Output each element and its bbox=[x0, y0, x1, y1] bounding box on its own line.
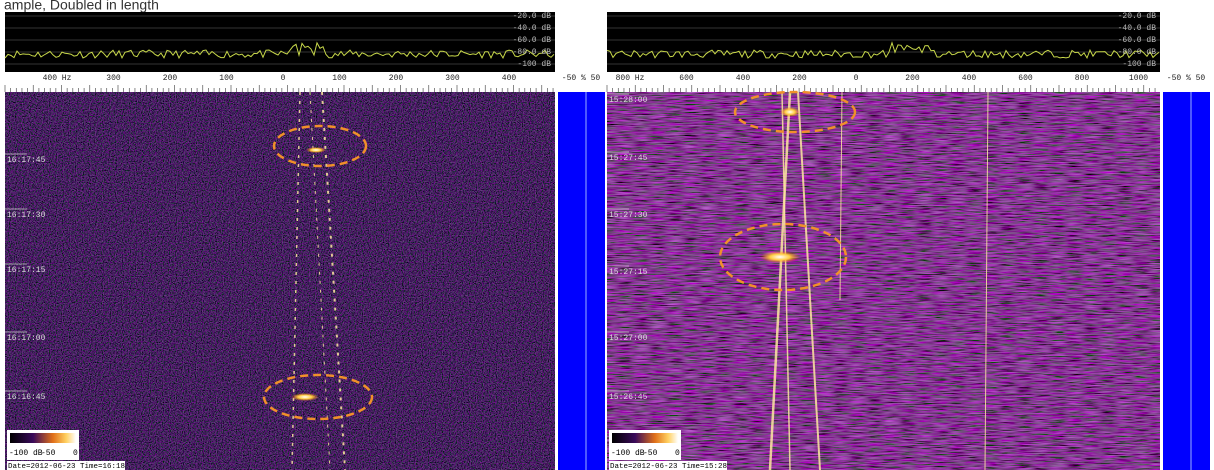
colorbar-label: -50 bbox=[41, 449, 56, 458]
db-label: -80.0 dB bbox=[513, 48, 552, 57]
signal-trace bbox=[768, 91, 792, 470]
time-label: 15:27:30 bbox=[609, 211, 648, 220]
time-label: 15:26:45 bbox=[609, 393, 648, 402]
time-label: 15:27:00 bbox=[609, 334, 648, 343]
page-title: ample, Doubled in length bbox=[4, 0, 159, 13]
time-label: 16:17:45 bbox=[7, 156, 46, 165]
time-label: 16:16:45 bbox=[7, 393, 46, 402]
colorbar-label: 0 bbox=[675, 449, 680, 458]
colorbar bbox=[10, 433, 76, 443]
signal-trace bbox=[984, 91, 989, 470]
frequency-label: 200 bbox=[792, 74, 807, 83]
bright-spot bbox=[291, 393, 319, 401]
bright-spot bbox=[780, 107, 800, 117]
frequency-label: 200 bbox=[389, 74, 404, 83]
frequency-label: 800 bbox=[1075, 74, 1090, 83]
frequency-label: 100 bbox=[332, 74, 347, 83]
frequency-label: 800 Hz bbox=[616, 74, 645, 83]
time-label: 16:17:15 bbox=[7, 266, 46, 275]
frequency-label: 200 bbox=[905, 74, 920, 83]
frequency-label: 600 bbox=[679, 74, 694, 83]
colorbar-label: -50 bbox=[643, 449, 658, 458]
footer-box bbox=[609, 461, 727, 470]
bright-spot bbox=[760, 251, 800, 263]
db-label: -20.0 dB bbox=[513, 12, 552, 21]
db-label: -40.0 dB bbox=[1118, 24, 1157, 33]
frequency-label: 400 bbox=[502, 74, 517, 83]
frequency-label: 400 bbox=[962, 74, 977, 83]
status-footer: Date=2012-06-23 Time=16:18 bbox=[8, 463, 125, 470]
signal-trace bbox=[291, 91, 301, 470]
colorbar-label: -100 dB bbox=[611, 449, 645, 458]
frequency-label: 600 bbox=[1018, 74, 1033, 83]
frequency-label: 0 bbox=[281, 74, 286, 83]
bright-spot bbox=[306, 147, 326, 153]
frequency-label: 1000 bbox=[1129, 74, 1148, 83]
highlight-ellipse bbox=[733, 90, 857, 134]
db-label: -60.0 dB bbox=[513, 36, 552, 45]
level-scale: -50 % 50 bbox=[1167, 74, 1206, 83]
frequency-label: 0 bbox=[854, 74, 859, 83]
level-strip bbox=[1163, 92, 1210, 470]
status-footer: Date=2012-06-23 Time=15:28 bbox=[610, 463, 727, 470]
time-label: 15:27:15 bbox=[609, 268, 648, 277]
level-strip-header bbox=[1163, 72, 1210, 92]
time-label: 16:17:00 bbox=[7, 334, 46, 343]
db-label: -100 dB bbox=[1122, 60, 1156, 69]
frequency-label: 400 bbox=[736, 74, 751, 83]
spectrum-background bbox=[607, 12, 1160, 72]
colorbar bbox=[612, 433, 678, 443]
signal-trace bbox=[309, 91, 331, 470]
colorbar-label: 0 bbox=[73, 449, 78, 458]
waterfall-noise bbox=[607, 92, 1160, 470]
highlight-ellipse bbox=[718, 222, 848, 292]
level-strip-header bbox=[558, 72, 605, 92]
time-label: 16:17:30 bbox=[7, 211, 46, 220]
waterfall-noise bbox=[5, 92, 555, 470]
spectrum-trace bbox=[606, 41, 1160, 60]
frequency-label: 300 bbox=[445, 74, 460, 83]
db-label: -60.0 dB bbox=[1118, 36, 1157, 45]
db-label: -40.0 dB bbox=[513, 24, 552, 33]
signal-trace bbox=[321, 91, 346, 470]
spectrum-background bbox=[5, 12, 555, 72]
frequency-axis bbox=[607, 72, 1160, 92]
highlight-ellipse bbox=[262, 373, 374, 421]
highlight-ellipse bbox=[272, 124, 368, 168]
frequency-axis bbox=[5, 72, 555, 92]
db-label: -100 dB bbox=[517, 60, 551, 69]
signal-trace bbox=[781, 91, 791, 470]
time-label: 15:27:45 bbox=[609, 154, 648, 163]
level-scale: -50 % 50 bbox=[562, 74, 601, 83]
frequency-label: 400 Hz bbox=[43, 74, 72, 83]
frequency-label: 300 bbox=[106, 74, 121, 83]
frequency-label: 200 bbox=[163, 74, 178, 83]
spectrum-trace bbox=[4, 41, 555, 60]
signal-trace bbox=[839, 91, 843, 301]
frequency-label: 100 bbox=[219, 74, 234, 83]
time-label: 15:28:00 bbox=[609, 96, 648, 105]
db-label: -20.0 dB bbox=[1118, 12, 1157, 21]
signal-trace bbox=[797, 91, 821, 470]
footer-box bbox=[7, 461, 125, 470]
db-label: -80.0 dB bbox=[1118, 48, 1157, 57]
level-strip bbox=[558, 92, 605, 470]
colorbar-label: -100 dB bbox=[9, 449, 43, 458]
